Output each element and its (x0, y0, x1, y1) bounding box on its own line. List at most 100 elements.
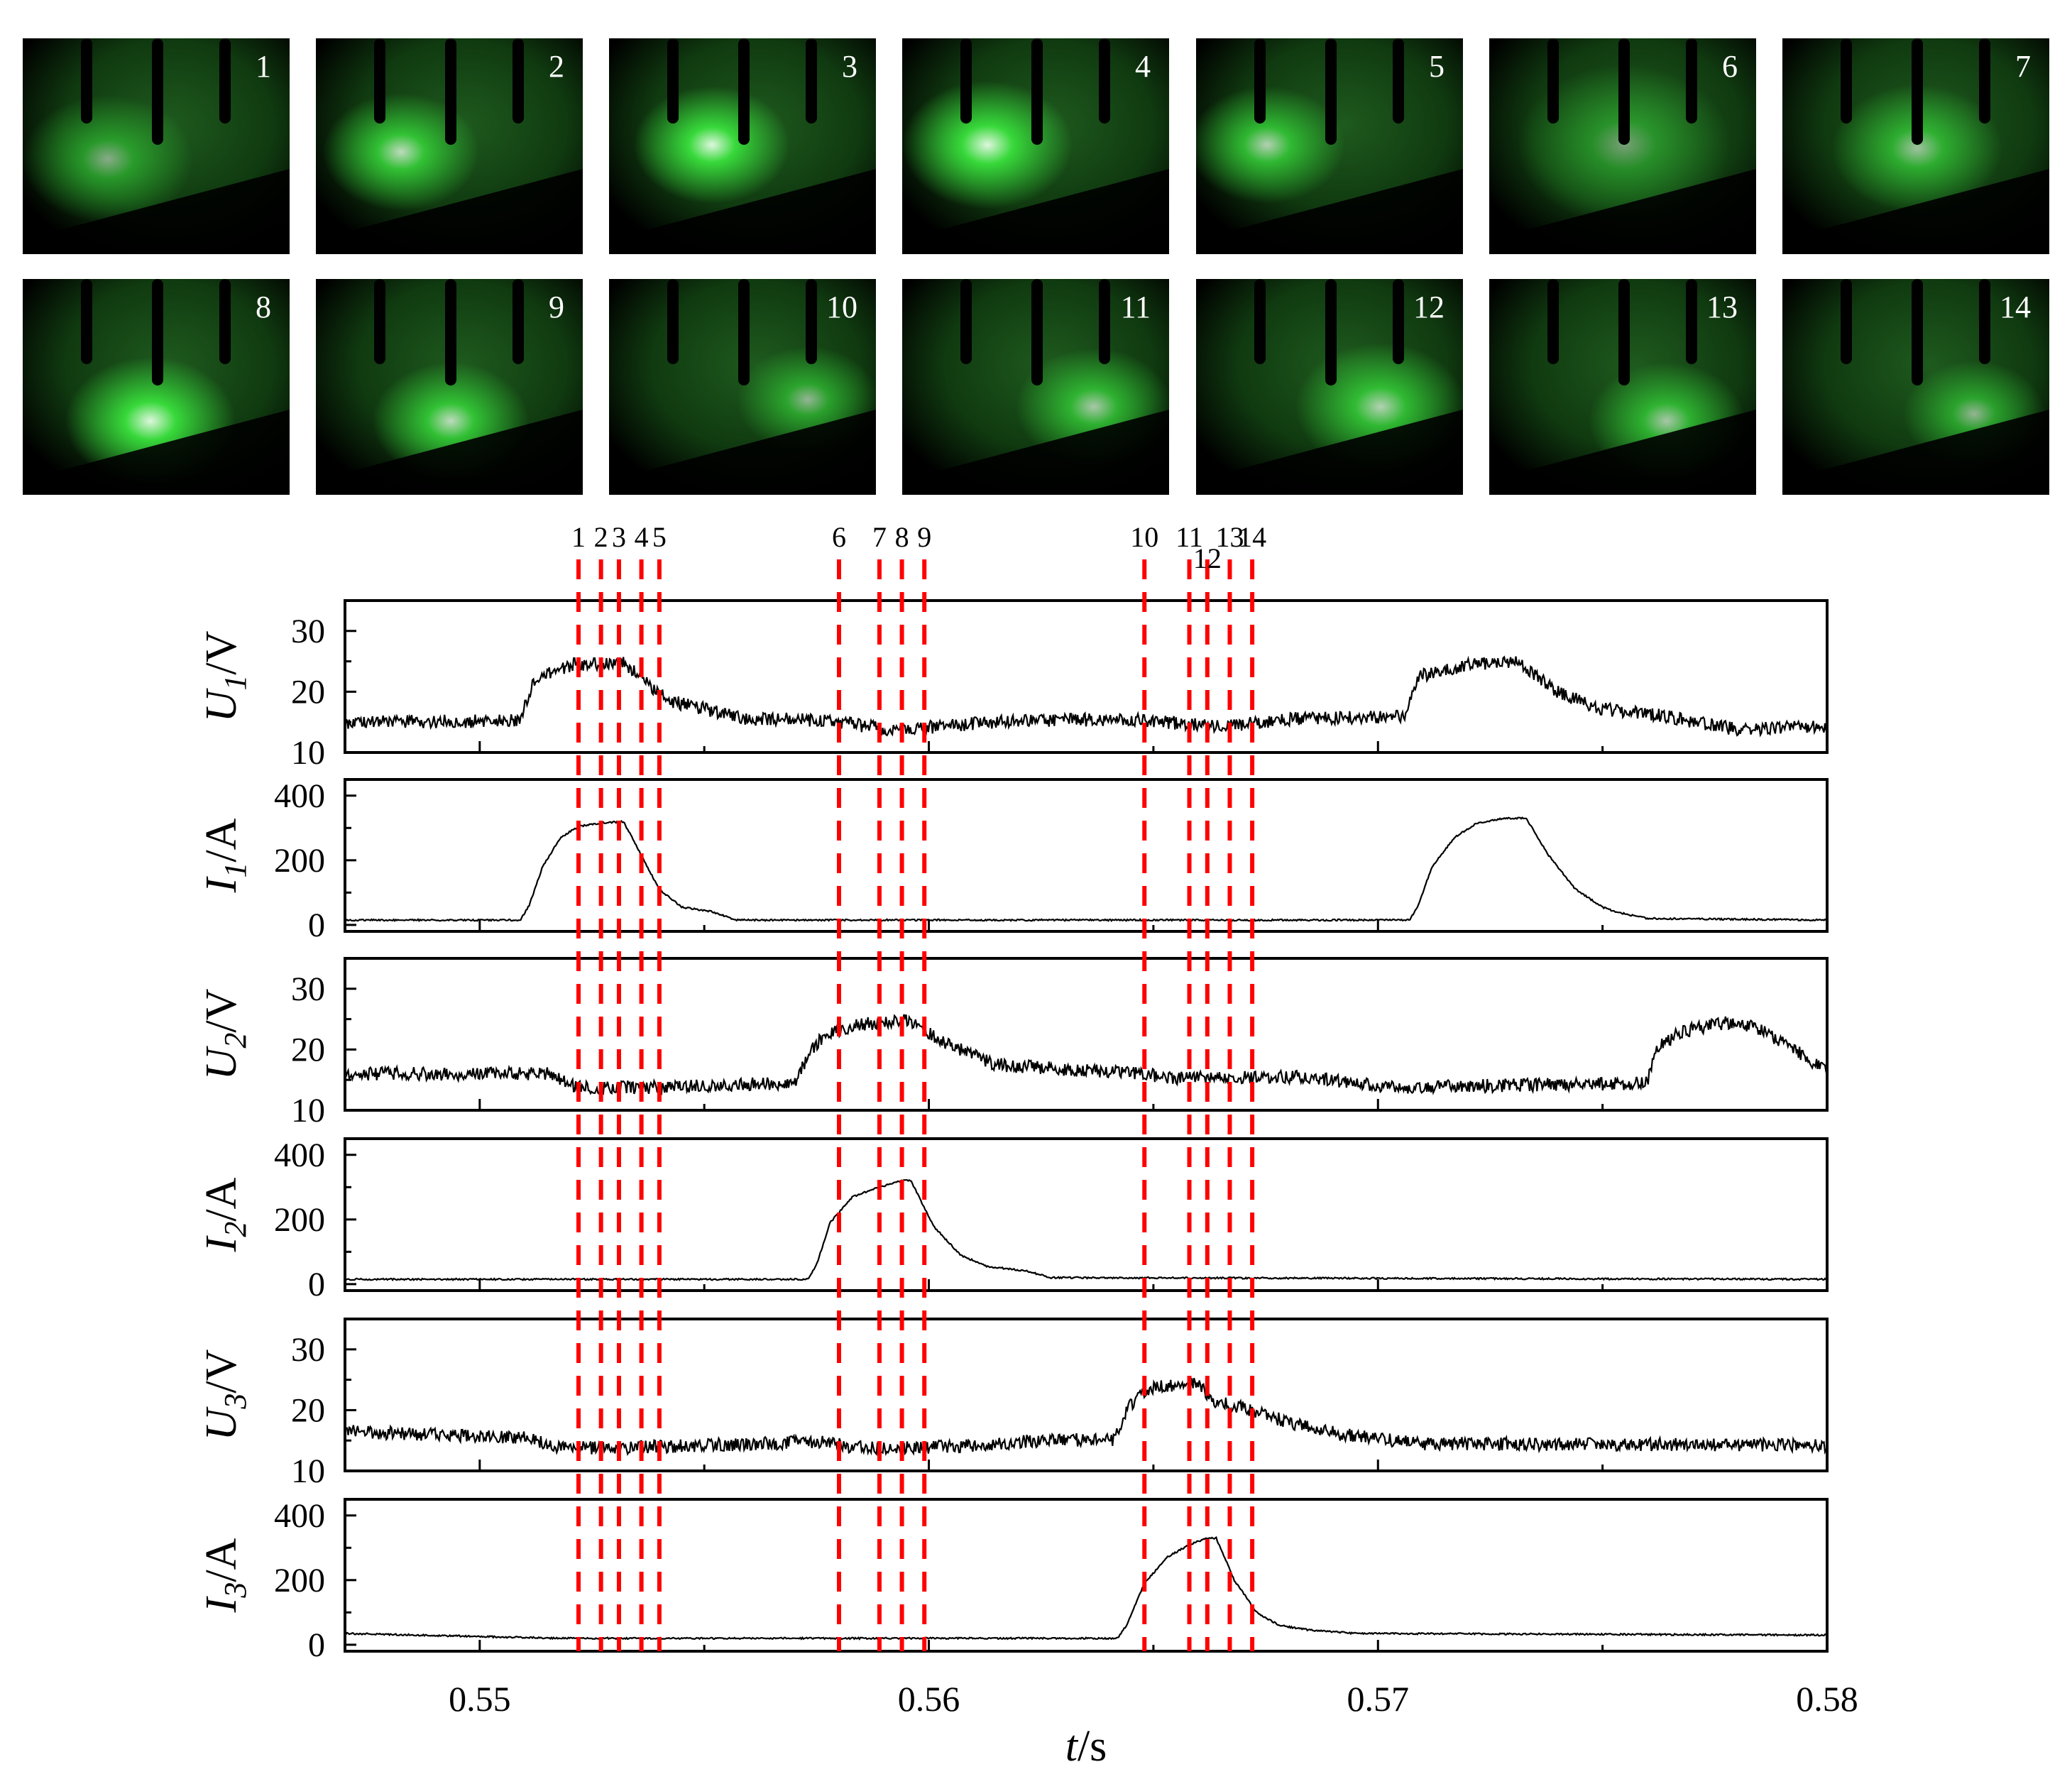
arc-photo (902, 38, 1169, 254)
arc-photo (609, 38, 876, 254)
marker-label: 6 (832, 521, 846, 553)
arc-photo (316, 38, 583, 254)
y-label-var: I (197, 1235, 246, 1252)
marker-label: 5 (652, 521, 667, 553)
frame-number: 9 (549, 290, 564, 324)
marker-label: 2 (594, 521, 608, 553)
y-axis-label: U2/V (197, 988, 253, 1080)
camera-frame-14: 14 (1782, 279, 2049, 495)
frame-number: 11 (1120, 290, 1151, 324)
camera-frames: 1 2 3 4 5 6 7 8 9 10 11 12 13 14 (0, 0, 2072, 511)
y-tick-label: 200 (274, 842, 325, 880)
frame-number: 3 (842, 49, 857, 84)
y-tick-label: 0 (308, 1266, 325, 1303)
x-tick-label: 0.55 (449, 1679, 511, 1719)
y-axis-label: I2/A (197, 1177, 253, 1252)
x-axis-label: t/s (1065, 1722, 1107, 1770)
camera-frame-10: 10 (609, 279, 876, 495)
x-label-unit: /s (1078, 1722, 1107, 1770)
panel-frame (344, 957, 1829, 1112)
series-line-I1 (344, 816, 1828, 923)
frame-number: 7 (2015, 49, 2031, 84)
panel-frame (344, 599, 1829, 754)
y-label-sub: 3 (218, 1582, 253, 1599)
camera-frame-3: 3 (609, 38, 876, 254)
y-label-var: U (197, 687, 246, 722)
y-label-var: U (197, 1045, 246, 1080)
camera-frame-8: 8 (23, 279, 290, 495)
frame-number: 4 (1135, 49, 1151, 84)
frame-number: 8 (256, 290, 271, 324)
marker-label: 7 (872, 521, 887, 553)
marker-label: 10 (1130, 521, 1158, 553)
y-label-unit: /A (197, 1538, 246, 1582)
y-label-sub: 3 (218, 1394, 253, 1410)
arc-photo (902, 279, 1169, 495)
x-tick-label: 0.56 (898, 1679, 960, 1719)
y-label-unit: /V (197, 630, 246, 674)
camera-frame-2: 2 (316, 38, 583, 254)
marker-label: 14 (1238, 521, 1266, 553)
y-label-sub: 1 (218, 863, 253, 878)
y-tick-label: 200 (274, 1562, 325, 1599)
camera-frame-13: 13 (1489, 279, 1756, 495)
arc-photo (1196, 38, 1463, 254)
camera-frame-5: 5 (1196, 38, 1463, 254)
panel-frame (344, 1318, 1829, 1472)
y-tick-label: 20 (291, 1391, 325, 1429)
arc-photo (1489, 38, 1756, 254)
arc-photo (1782, 38, 2049, 254)
arc-photo (316, 279, 583, 495)
y-label-var: I (197, 1595, 246, 1613)
frame-number: 2 (549, 49, 564, 84)
arc-photo (609, 279, 876, 495)
y-tick-label: 20 (291, 673, 325, 711)
y-tick-label: 30 (291, 970, 325, 1008)
y-axis-label: I3/A (197, 1538, 253, 1613)
marker-label: 11 (1175, 521, 1203, 553)
panel-frame (344, 1137, 1829, 1292)
arc-photo (23, 279, 290, 495)
arc-photo (23, 38, 290, 254)
marker-label: 13 (1215, 521, 1244, 553)
marker-label: 9 (917, 521, 931, 553)
y-label-sub: 2 (218, 1033, 253, 1049)
series-line-U1 (344, 655, 1829, 738)
frame-number: 5 (1429, 49, 1445, 84)
y-tick-label: 20 (291, 1031, 325, 1068)
y-label-sub: 1 (218, 675, 253, 691)
marker-label: 8 (895, 521, 909, 553)
panel-U3: 10 20 30 U3/V (197, 1318, 1829, 1490)
frame-number: 10 (826, 290, 857, 324)
panel-U2: 10 20 30 U2/V (197, 957, 1829, 1129)
y-tick-label: 10 (291, 1452, 325, 1490)
y-tick-label: 30 (291, 613, 325, 650)
frame-number: 6 (1722, 49, 1738, 84)
y-label-unit: /V (197, 1349, 246, 1393)
x-label-var: t (1065, 1722, 1079, 1770)
camera-frame-4: 4 (902, 38, 1169, 254)
arc-photo (1489, 279, 1756, 495)
panel-I3: 0 200 400 I3/A (197, 1497, 1829, 1664)
frame-number: 12 (1413, 290, 1445, 324)
y-tick-label: 200 (274, 1201, 325, 1239)
y-label-unit: /A (197, 818, 246, 862)
camera-frame-1: 1 (23, 38, 290, 254)
camera-frame-6: 6 (1489, 38, 1756, 254)
frame-number: 13 (1706, 290, 1738, 324)
y-tick-label: 10 (291, 1092, 325, 1129)
y-tick-label: 0 (308, 907, 325, 944)
y-tick-label: 400 (274, 1137, 325, 1174)
panel-U1: 10 20 30 U1/V (197, 599, 1829, 772)
marker-label: 12 (1193, 542, 1222, 574)
camera-frame-12: 12 (1196, 279, 1463, 495)
panel-I2: 0 200 400 I2/A (197, 1137, 1829, 1303)
series-line-U2 (344, 1014, 1829, 1096)
y-label-unit: /A (197, 1177, 246, 1221)
y-axis-label: I1/A (197, 818, 253, 893)
y-tick-label: 400 (274, 777, 325, 815)
camera-frame-9: 9 (316, 279, 583, 495)
y-label-var: U (197, 1406, 246, 1440)
series-line-I2 (345, 1178, 1828, 1281)
marker-label: 3 (612, 521, 626, 553)
